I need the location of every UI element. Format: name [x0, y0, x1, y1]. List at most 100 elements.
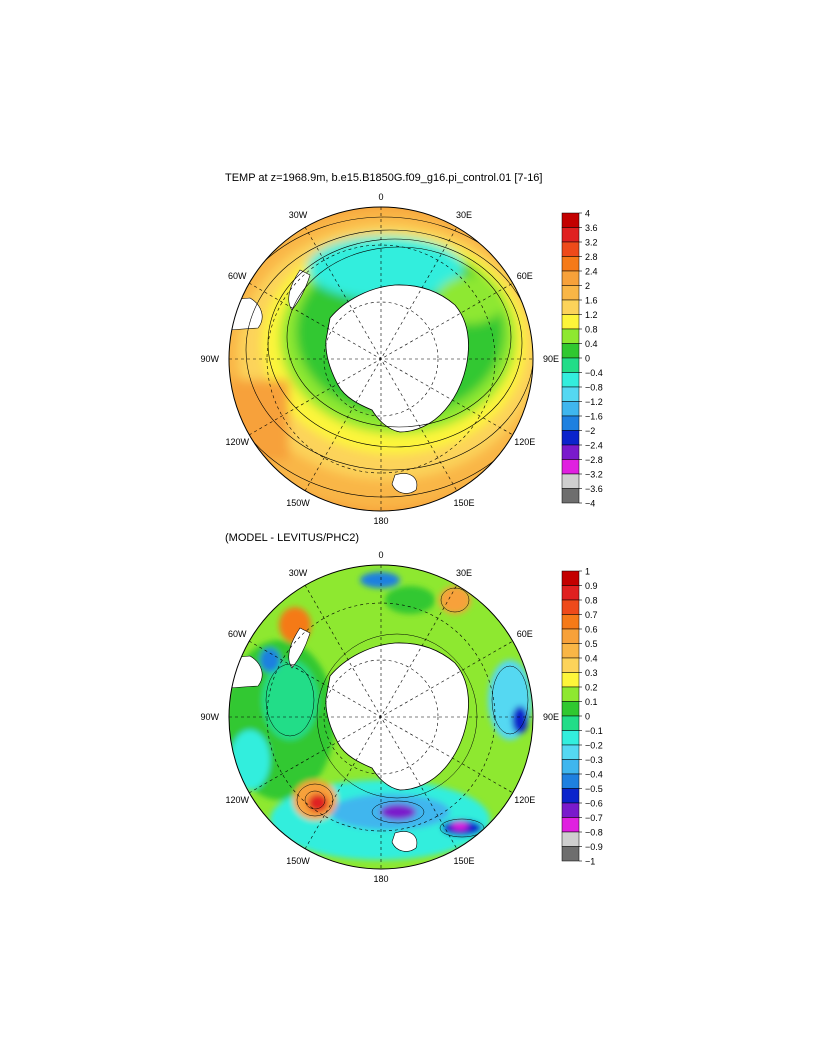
colorbar-swatch	[561, 314, 580, 330]
colorbar-swatch	[561, 686, 580, 702]
antarctic-peninsula-bottom	[288, 627, 311, 669]
colorbar-tick-label: 0.4	[585, 654, 598, 664]
colorbar-tick-label: 0.1	[585, 697, 598, 707]
colorbar-swatch	[561, 459, 580, 475]
longitude-label: 60E	[517, 629, 533, 639]
longitude-label: 120E	[514, 437, 535, 447]
colorbar-tick-label: 1.2	[585, 310, 598, 320]
longitude-label: 90W	[200, 712, 219, 722]
colorbar-tick-label: −1.2	[585, 397, 603, 407]
colorbar-tick-label: −0.8	[585, 828, 603, 838]
colorbar-swatch	[561, 372, 580, 388]
colorbar-tick-label: 0.3	[585, 668, 598, 678]
colorbar-tick-label: 2	[585, 281, 590, 291]
colorbar-swatch	[561, 328, 580, 344]
longitude-label: 180	[373, 516, 388, 526]
colorbar-tick-label: 0.8	[585, 596, 598, 606]
colorbar-swatch	[561, 730, 580, 746]
colorbar-tick-label: 0.6	[585, 625, 598, 635]
colorbar-tick-label: 0.7	[585, 610, 598, 620]
longitude-label: 150W	[286, 856, 310, 866]
longitude-labels-bottom: 0 30E 60E 90E 120E 150E 180 150W 120W 90W 60W 30W	[200, 550, 559, 884]
longitude-labels-top: 0 30E 60E 90E 120E 150E 180 150W 120W 90W 60W 30W	[200, 192, 559, 526]
longitude-label: 30E	[456, 568, 472, 578]
colorbar-tick-label: 3.2	[585, 238, 598, 248]
colorbar-tick-label: 0	[585, 712, 590, 722]
longitude-label: 60W	[228, 629, 247, 639]
longitude-label: 0	[378, 192, 383, 202]
longitude-label: 120W	[225, 437, 249, 447]
longitude-label: 30W	[289, 210, 308, 220]
colorbar-tick-label: 2.8	[585, 252, 598, 262]
colorbar-swatch	[561, 701, 580, 717]
chart-title-bottom: (MODEL - LEVITUS/PHC2)	[225, 532, 360, 544]
colorbar-swatch	[561, 773, 580, 789]
map-bottom: 0 30E 60E 90E 120E 150E 180 150W 120W 90W 60W 30W 1…	[200, 550, 602, 884]
colorbar-tick-label: 0.8	[585, 325, 598, 335]
graticule-top	[229, 207, 533, 511]
antarctica-top	[325, 284, 469, 433]
colorbar-tick-label: −0.6	[585, 799, 603, 809]
map-bottom-border	[228, 564, 534, 870]
colorbar-tick-label: −0.9	[585, 842, 603, 852]
longitude-label: 90E	[543, 712, 559, 722]
colorbar-swatch	[561, 444, 580, 460]
longitude-label: 120W	[225, 795, 249, 805]
map-top-field	[229, 207, 533, 511]
colorbar-tick-label: 0.5	[585, 639, 598, 649]
graticule-bottom	[229, 565, 533, 869]
longitude-label: 150E	[453, 856, 474, 866]
colorbar-tick-label: −2.4	[585, 441, 603, 451]
colorbar-tick-label: −0.7	[585, 813, 603, 823]
colorbar-tick-label: 0.2	[585, 683, 598, 693]
colorbar-swatch	[561, 270, 580, 286]
colorbar-tick-label: −0.2	[585, 741, 603, 751]
longitude-label: 60W	[228, 271, 247, 281]
colorbar-tick-label: 2.4	[585, 267, 598, 277]
colorbar-swatch	[561, 831, 580, 847]
colorbar-swatch	[561, 415, 580, 431]
colorbar-tick-label: 0	[585, 354, 590, 364]
new-zealand-bottom	[391, 831, 418, 852]
new-zealand-top	[391, 473, 418, 494]
colorbar-swatch	[561, 744, 580, 760]
longitude-label: 30E	[456, 210, 472, 220]
colorbar-swatch	[561, 401, 580, 417]
colorbar-swatch	[561, 585, 580, 601]
colorbar-top: 4 3.6 3.2 2.8 2.4 2 1.6 1.2 0.8 0.4 0 −0.4 −0.8 −1.2 −…	[561, 209, 603, 509]
map-top-border	[228, 206, 534, 512]
map-bottom-field	[229, 565, 533, 869]
antarctica-bottom	[325, 642, 469, 791]
colorbar-tick-label: −2	[585, 426, 595, 436]
colorbar-swatch	[561, 628, 580, 644]
contours-bottom	[265, 587, 529, 838]
colorbar-tick-label: −0.8	[585, 383, 603, 393]
colorbar-tick-label: −0.3	[585, 755, 603, 765]
chart-title-top: TEMP at z=1968.9m, b.e15.B1850G.f09_g16.…	[225, 172, 543, 184]
colorbar-tick-label: −0.4	[585, 368, 603, 378]
colorbar-swatch	[561, 488, 580, 504]
colorbar-bottom: 1 0.9 0.8 0.7 0.6 0.5 0.4 0.3 0.2 0.1 0 −0.1 −0.2 −0.…	[561, 567, 603, 867]
colorbar-swatch	[561, 846, 580, 862]
colorbar-swatch	[561, 614, 580, 630]
colorbar-swatch	[561, 241, 580, 257]
colorbar-tick-label: −3.6	[585, 484, 603, 494]
colorbar-swatch	[561, 817, 580, 833]
colorbar-swatch	[561, 357, 580, 373]
colorbar-tick-label: −4	[585, 499, 595, 509]
longitude-label: 150W	[286, 498, 310, 508]
colorbar-swatch	[561, 212, 580, 228]
colorbar-swatch	[561, 285, 580, 301]
colorbar-swatch	[561, 430, 580, 446]
colorbar-swatch	[561, 599, 580, 615]
colorbar-tick-label: 1	[585, 567, 590, 577]
colorbar-swatch	[561, 657, 580, 673]
longitude-label: 30W	[289, 568, 308, 578]
colorbar-swatch	[561, 343, 580, 359]
longitude-label: 120E	[514, 795, 535, 805]
colorbar-tick-label: −1	[585, 857, 595, 867]
colorbar-swatch	[561, 473, 580, 489]
colorbar-tick-label: −0.1	[585, 726, 603, 736]
colorbar-tick-label: −0.5	[585, 784, 603, 794]
